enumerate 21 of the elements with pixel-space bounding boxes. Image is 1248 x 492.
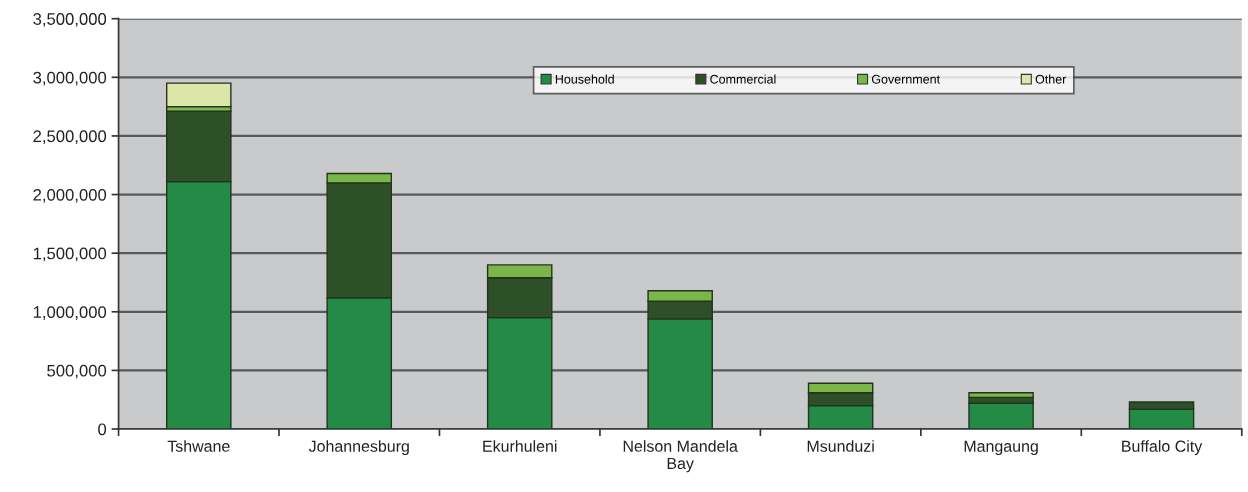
bar — [968, 402, 1034, 430]
y-tick-label: 2,000,000 — [33, 188, 107, 203]
x-tick-label: Nelson Mandela Bay — [623, 440, 738, 473]
x-tick-label: Buffalo City — [1122, 440, 1203, 456]
y-tick-label: 0 — [98, 423, 107, 436]
y-tick-label: 3,500,000 — [33, 13, 107, 27]
bar — [166, 82, 232, 108]
y-tick-label: 1,500,000 — [33, 247, 107, 262]
x-tick-label: Tshwane — [167, 440, 230, 452]
x-tick-label: Msunduzi — [807, 440, 874, 452]
x-tick-label: Johannesburg — [308, 440, 409, 456]
y-tick-label: 500,000 — [47, 364, 107, 379]
x-tick-label: Mangaung — [964, 440, 1038, 456]
y-tick-label: 3,000,000 — [33, 71, 107, 86]
y-tick-label: 2,500,000 — [33, 130, 107, 145]
legend-label: Household — [555, 74, 614, 84]
y-tick-label: 1,000,000 — [33, 306, 107, 320]
legend-label: Government — [871, 74, 940, 84]
x-tick-label: Ekurhuleni — [483, 440, 557, 452]
legend-label: Commercial — [710, 74, 776, 84]
legend-label: Other — [1035, 74, 1067, 84]
